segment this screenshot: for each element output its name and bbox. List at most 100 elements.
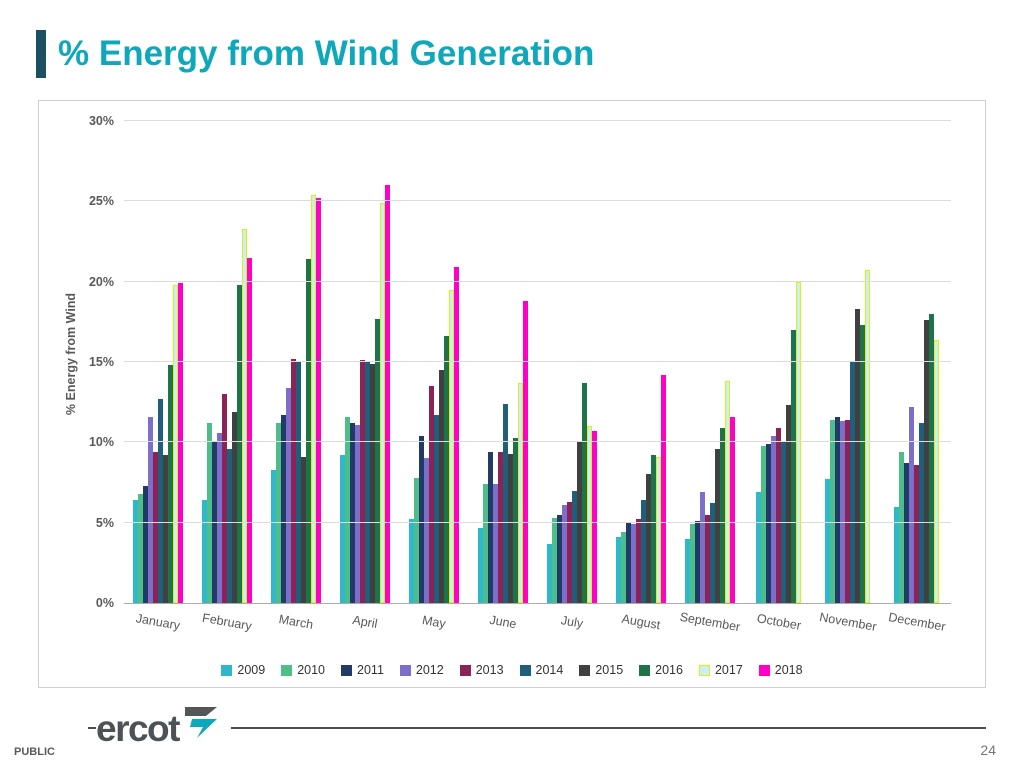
legend-label-2011: 2011 [357,663,384,677]
bar-2013-september [704,514,710,603]
legend-label-2015: 2015 [595,663,624,677]
x-axis-label-december: December [886,610,947,634]
legend-swatch-2011 [341,664,353,676]
bar-2010-march [276,423,282,603]
bar-2012-june [493,484,499,603]
bar-2013-october [776,427,782,603]
bar-2013-january [153,451,159,603]
bar-2009-january [133,500,139,603]
bar-group-april: April [331,121,400,631]
bar-2016-november [860,325,866,603]
bar-2011-september [694,521,700,603]
bar-2018-june [523,300,529,603]
gridline [124,280,951,282]
bar-2018-february [247,257,253,603]
plot-area: January February March April May June July Augu… [89,114,951,634]
bar-2018-april [385,185,391,603]
bar-2012-december [909,407,915,603]
bar-2017-august [655,456,661,603]
bar-2014-september [709,503,715,603]
footer-divider [88,727,986,729]
bar-2017-march [311,194,317,603]
bar-group-august: August [606,121,675,632]
legend-label-2014: 2014 [535,663,564,677]
bar-2011-december [904,463,910,603]
legend-item-2017: 2017 [698,663,743,677]
bar-2016-july [581,382,587,603]
bar-2011-august [625,522,631,603]
page-number: 24 [980,742,996,758]
bar-2009-july [546,543,552,603]
bar-2011-june [488,451,494,603]
bar-2009-may [409,519,415,603]
slide-header: % Energy from Wind Generation [36,30,594,78]
legend-item-2011: 2011 [341,663,384,677]
x-axis-label-november: November [818,610,878,634]
wind-generation-chart: % Energy from Wind January February March A… [38,100,986,688]
bar-2009-august [615,537,621,603]
bar-2013-april [360,360,366,603]
bar-2010-november [830,419,836,603]
bar-2010-june [483,484,489,603]
bar-2016-september [719,427,725,603]
legend-item-2015: 2015 [579,663,623,677]
bar-2012-september [699,492,705,603]
bar-2013-may [429,386,435,603]
bar-2018-september [729,416,735,603]
x-axis-label-march: March [277,612,315,632]
y-axis-tick: 10% [88,435,114,450]
bar-2011-october [766,443,772,603]
legend-item-2010: 2010 [281,663,325,677]
y-axis-tick: 30% [88,114,114,128]
bar-2013-june [498,451,504,603]
bar-group-december: December [882,121,951,634]
bar-2010-august [620,532,626,603]
legend-item-2009: 2009 [221,663,265,677]
title-accent-bar [36,30,46,78]
bar-2014-january [158,398,164,603]
bar-2016-february [237,284,243,603]
bar-2014-july [571,490,577,603]
bar-2012-october [771,435,777,603]
bar-2018-may [454,267,460,603]
bar-2015-august [645,474,651,603]
bar-2015-december [924,320,930,603]
bar-2017-september [724,381,730,603]
x-axis-label-september: September [678,609,742,635]
bar-2018-january [178,283,184,603]
bar-2010-may [414,477,420,603]
bar-2010-april [345,416,351,603]
gridline [124,361,951,362]
bar-2016-march [306,259,312,603]
x-axis-label-august: August [620,611,662,633]
bar-2017-november [865,270,871,603]
bar-2014-may [434,415,440,603]
bar-2013-march [291,358,297,603]
legend-item-2013: 2013 [459,663,504,677]
legend-label-2013: 2013 [475,663,504,677]
bar-group-may: May [400,121,469,631]
y-axis-tick: 20% [88,274,114,289]
x-axis-label-january: January [135,611,182,633]
bar-2015-june [508,453,514,603]
bar-2009-september [684,538,690,603]
gridline [124,441,951,443]
bar-2010-january [138,493,144,603]
bar-2017-april [380,202,386,603]
bar-2016-april [375,318,381,603]
bar-2011-january [143,485,149,603]
bar-groups: January February March April May June July Augu… [124,121,951,634]
gridline [124,200,951,202]
bar-2012-february [217,432,223,603]
bar-2016-october [791,329,797,603]
ercot-logo: ercot [96,705,231,747]
legend-item-2018: 2018 [758,663,803,677]
bar-2009-march [271,469,277,603]
bar-2016-december [929,313,935,603]
bar-2009-february [202,500,208,603]
legend-swatch-2013 [459,664,471,676]
bar-2009-november [825,479,831,603]
bar-2009-june [478,527,484,603]
bar-2011-february [212,442,218,603]
x-axis-label-july: July [559,613,585,631]
